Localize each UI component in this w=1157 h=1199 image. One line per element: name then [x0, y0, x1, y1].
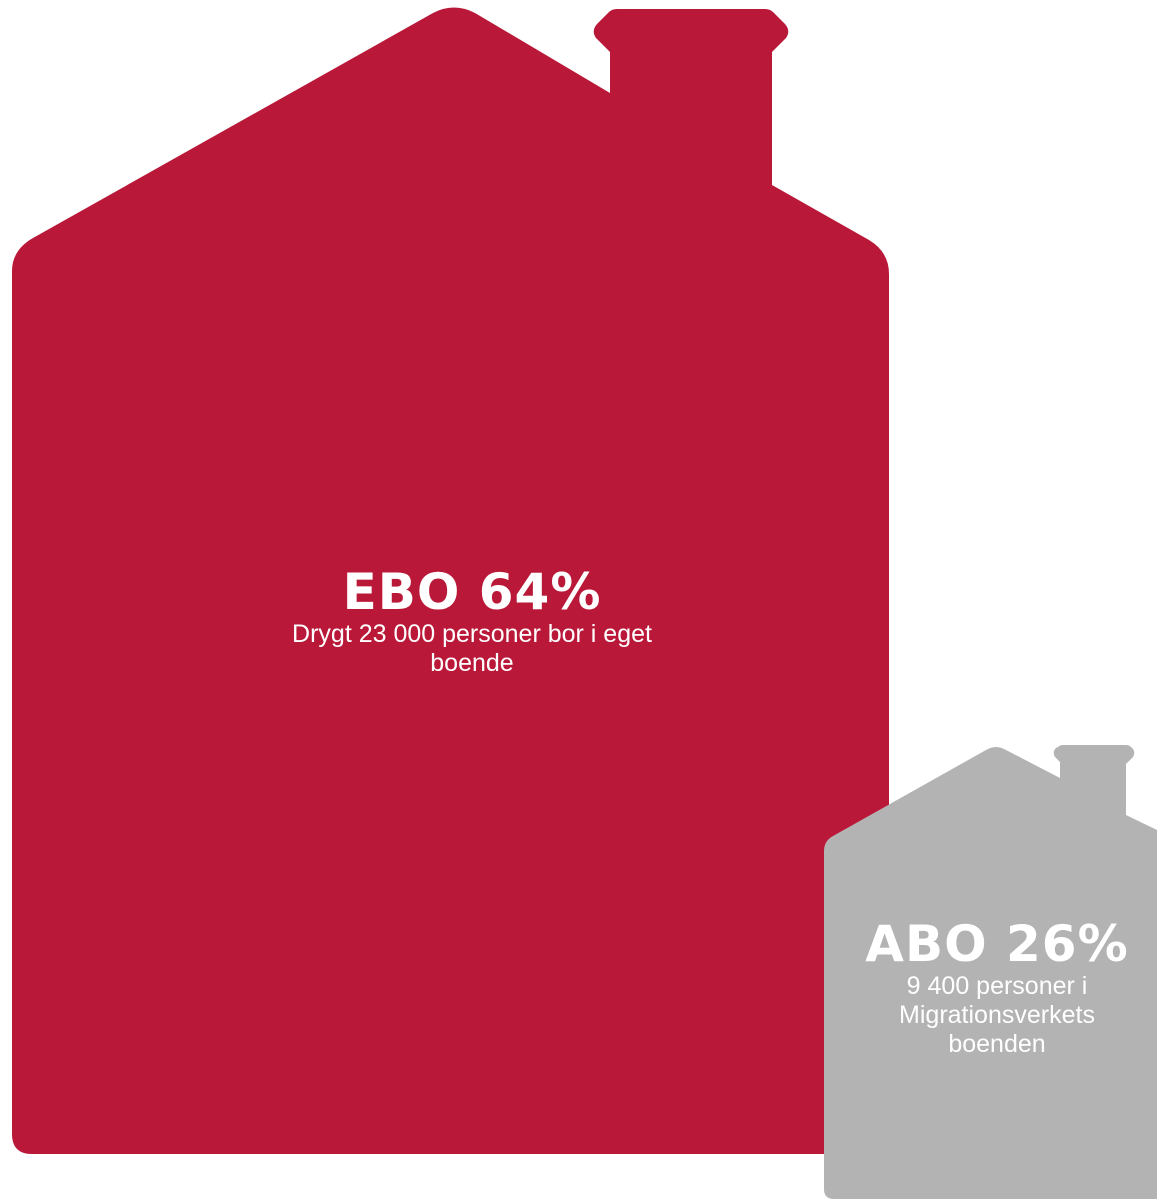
abo-label-group: ABO 26% 9 400 personer i Migrationsverke… [857, 916, 1137, 1059]
ebo-percentage-label: EBO 64% [342, 563, 602, 621]
ebo-label-group: EBO 64% Drygt 23 000 personer bor i eget… [262, 564, 682, 678]
abo-house-mark [824, 745, 1157, 1199]
abo-description: 9 400 personer i Migrationsverkets boend… [899, 972, 1095, 1058]
abo-percentage-label: ABO 26% [865, 915, 1129, 973]
ebo-description: Drygt 23 000 personer bor i eget boende [292, 620, 652, 677]
ebo-house-mark [12, 7, 889, 1154]
